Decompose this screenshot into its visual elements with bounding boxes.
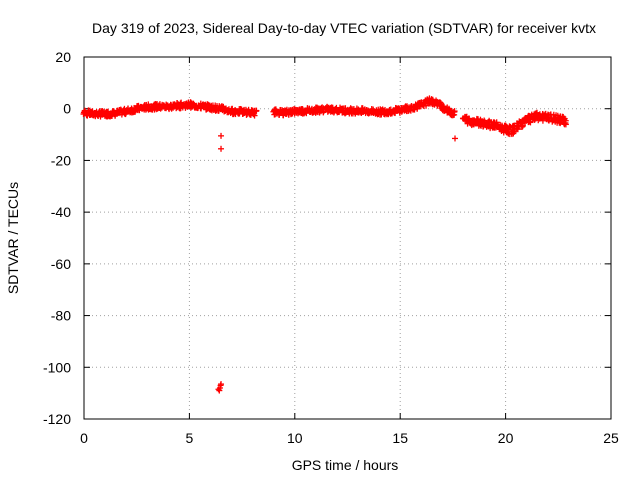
- y-tick-label: 0: [63, 101, 71, 117]
- data-point: [510, 128, 517, 135]
- y-tick-label: -20: [51, 152, 71, 168]
- x-tick-label: 0: [80, 430, 88, 446]
- x-tick-label: 25: [603, 430, 619, 446]
- data-point: [218, 132, 225, 139]
- data-point: [451, 108, 458, 115]
- data-point: [218, 381, 225, 388]
- data-point: [429, 96, 436, 103]
- grid: [84, 57, 611, 419]
- data-point: [423, 102, 430, 109]
- y-tick-label: -100: [43, 359, 71, 375]
- y-tick-label: -60: [51, 256, 71, 272]
- x-axis-title: GPS time / hours: [292, 457, 399, 473]
- x-tick-label: 10: [287, 430, 303, 446]
- data-point: [519, 122, 526, 129]
- data-points: [80, 95, 569, 394]
- y-tick-label: -80: [51, 308, 71, 324]
- y-axis-title: SDTVAR / TECUs: [5, 182, 21, 294]
- plot-frame: [83, 56, 612, 420]
- chart-title: Day 319 of 2023, Sidereal Day-to-day VTE…: [92, 20, 596, 36]
- axis-ticks: [83, 56, 612, 420]
- x-tick-label: 15: [392, 430, 408, 446]
- y-tick-label: -120: [43, 411, 71, 427]
- data-point: [562, 121, 569, 128]
- x-tick-label: 20: [498, 430, 514, 446]
- data-point: [215, 386, 222, 393]
- data-point: [452, 135, 459, 142]
- y-tick-labels: -120 -100 -80 -60 -40 -20 0 20: [43, 49, 71, 427]
- data-point: [514, 126, 521, 133]
- data-point: [253, 107, 260, 114]
- data-point: [218, 145, 225, 152]
- data-point: [539, 117, 546, 124]
- y-tick-label: -40: [51, 204, 71, 220]
- x-tick-labels: 0 5 10 15 20 25: [80, 430, 619, 446]
- y-tick-label: 20: [55, 49, 71, 65]
- x-tick-label: 5: [186, 430, 194, 446]
